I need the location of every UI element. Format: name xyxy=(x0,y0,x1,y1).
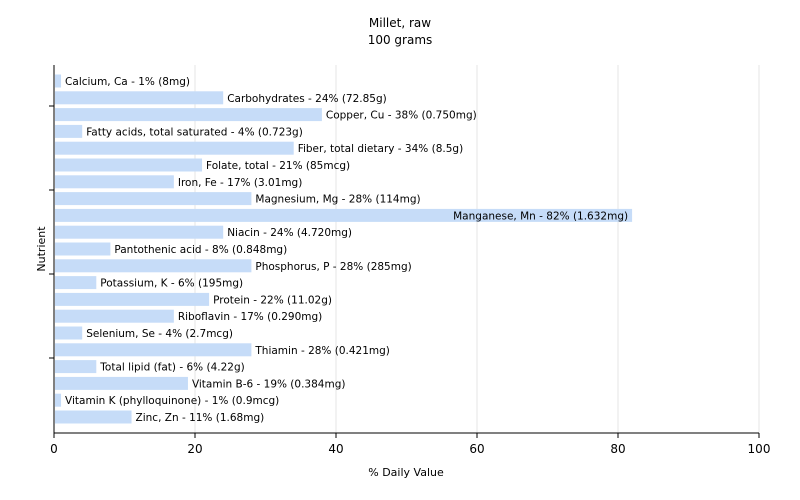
bar xyxy=(55,175,174,189)
chart-title: Millet, raw xyxy=(369,16,431,30)
bar-label: Copper, Cu - 38% (0.750mg) xyxy=(326,110,477,122)
bar xyxy=(55,309,174,323)
plot-area xyxy=(54,65,759,433)
bar-label: Iron, Fe - 17% (3.01mg) xyxy=(178,177,302,189)
bar-label: Magnesium, Mg - 28% (114mg) xyxy=(255,194,420,206)
bar-label: Niacin - 24% (4.720mg) xyxy=(227,227,352,239)
bar xyxy=(55,343,252,357)
bar-label: Protein - 22% (11.02g) xyxy=(213,294,332,306)
bar-label: Pantothenic acid - 8% (0.848mg) xyxy=(114,244,287,256)
bar xyxy=(55,259,252,273)
y-axis-ticks xyxy=(49,105,54,359)
bar-label: Thiamin - 28% (0.421mg) xyxy=(254,345,390,357)
bar xyxy=(55,74,62,88)
bar-label: Zinc, Zn - 11% (1.68mg) xyxy=(136,412,265,424)
bar xyxy=(55,410,132,424)
bar-label: Manganese, Mn - 82% (1.632mg) xyxy=(453,210,628,222)
bar xyxy=(55,225,224,239)
x-axis-ticks: 0 20 40 60 80 100 xyxy=(50,433,770,456)
bar-label: Calcium, Ca - 1% (8mg) xyxy=(65,76,190,88)
grid-lines xyxy=(194,65,760,433)
bar-labels: Calcium, Ca - 1% (8mg) Carbohydrates - 24… xyxy=(65,76,628,424)
bar-label: Vitamin K (phylloquinone) - 1% (0.9mcg) xyxy=(65,395,279,407)
bar-label: Potassium, K - 6% (195mg) xyxy=(100,278,243,290)
bar xyxy=(55,124,83,138)
bars xyxy=(55,74,633,424)
bar xyxy=(55,360,97,374)
x-tick-label: 100 xyxy=(748,442,771,456)
bar xyxy=(55,108,322,122)
x-tick-label: 0 xyxy=(50,442,58,456)
bar xyxy=(55,242,111,256)
bar-label: Total lipid (fat) - 6% (4.22g) xyxy=(99,362,244,374)
bar-label: Vitamin B-6 - 19% (0.384mg) xyxy=(192,378,346,390)
bar xyxy=(55,376,188,390)
bar-label: Folate, total - 21% (85mcg) xyxy=(206,160,350,172)
bar xyxy=(55,158,203,172)
x-tick-label: 60 xyxy=(469,442,484,456)
bar xyxy=(55,276,97,290)
bar xyxy=(55,91,224,105)
x-tick-label: 20 xyxy=(187,442,202,456)
x-tick-label: 80 xyxy=(610,442,625,456)
bar xyxy=(55,141,294,155)
bar xyxy=(55,192,252,206)
bar-label: Carbohydrates - 24% (72.85g) xyxy=(227,93,387,105)
chart-subtitle: 100 grams xyxy=(368,33,433,47)
x-axis-title: % Daily Value xyxy=(368,466,444,479)
bar xyxy=(55,208,633,222)
y-axis-title: Nutrient xyxy=(35,226,48,272)
bar-label: Riboflavin - 17% (0.290mg) xyxy=(178,311,322,323)
bar xyxy=(55,393,62,407)
bar-label: Phosphorus, P - 28% (285mg) xyxy=(255,261,411,273)
bar xyxy=(55,326,83,340)
bar-label: Selenium, Se - 4% (2.7mcg) xyxy=(86,328,233,340)
bar xyxy=(55,292,210,306)
x-tick-label: 40 xyxy=(328,442,343,456)
bar-label: Fiber, total dietary - 34% (8.5g) xyxy=(298,143,463,155)
bar-label: Fatty acids, total saturated - 4% (0.723… xyxy=(86,126,303,138)
